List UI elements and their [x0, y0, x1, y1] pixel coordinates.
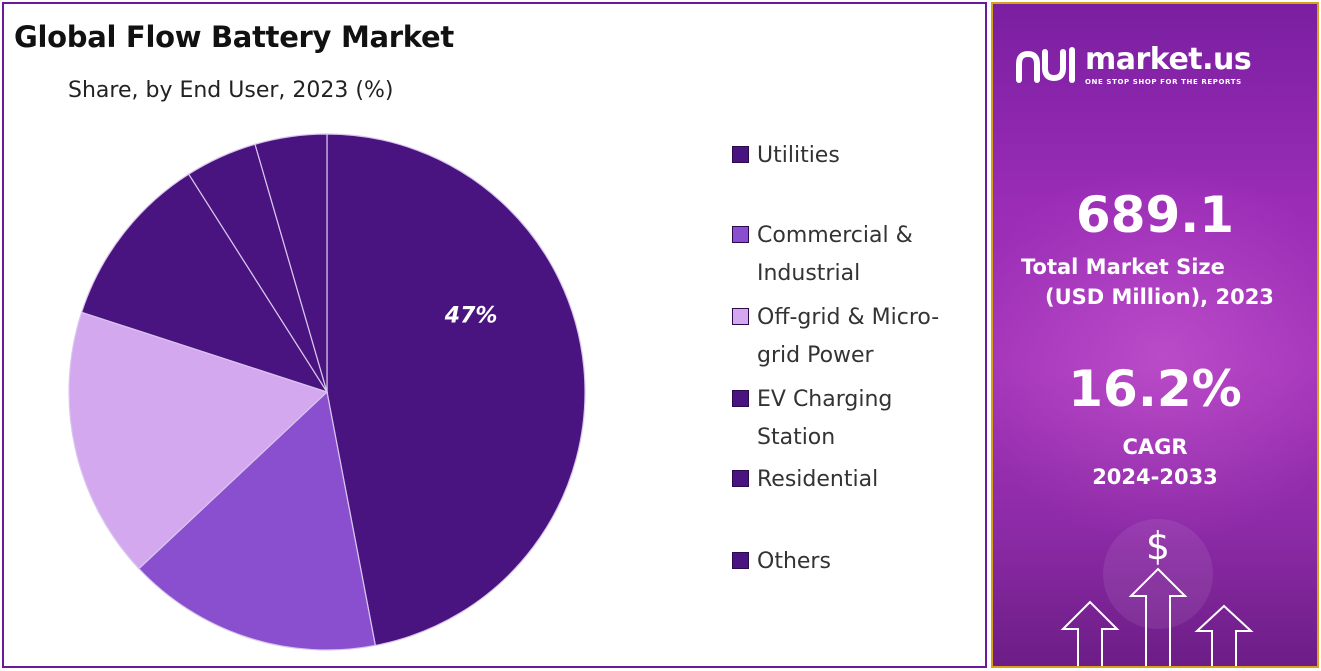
legend-label: Residential [757, 467, 879, 492]
legend-label: Commercial & Industrial [757, 223, 913, 286]
pie-svg: 47% [68, 133, 586, 651]
market-size-label-line1: Total Market Size [1021, 255, 1225, 279]
legend-swatch [732, 470, 749, 487]
legend-item: Utilities [732, 137, 982, 175]
legend-item: Off-grid & Micro-grid Power [732, 299, 982, 375]
cagr-label: CAGR [1122, 435, 1188, 459]
brand-tagline: ONE STOP SHOP FOR THE REPORTS [1085, 77, 1242, 86]
pie-slice-commercial-industrial [138, 390, 377, 651]
legend-item: Commercial & Industrial [732, 217, 982, 293]
chart-title: Global Flow Battery Market [14, 20, 454, 54]
legend-label: EV Charging Station [757, 387, 893, 450]
market-size-label-line2: (USD Million), 2023 [1045, 285, 1274, 309]
legend-swatch [732, 308, 749, 325]
pie-slice-others [254, 133, 328, 393]
pie-chart: 47% [44, 124, 604, 664]
chart-panel: Global Flow Battery Market Share, by End… [2, 2, 987, 668]
legend-label: Off-grid & Micro-grid Power [757, 305, 940, 368]
cagr-value: 16.2% [1068, 360, 1242, 418]
brand-name: market.us [1085, 41, 1252, 77]
chart-subtitle: Share, by End User, 2023 (%) [68, 78, 394, 103]
legend-item: Others [732, 543, 982, 581]
pie-slice-ev-charging-station [80, 173, 329, 394]
legend-swatch [732, 226, 749, 243]
growth-arrows-icon: $ [1060, 519, 1254, 666]
legend-label: Others [757, 549, 831, 574]
legend-item: EV Charging Station [732, 381, 982, 457]
legend-swatch [732, 552, 749, 569]
pie-slice-off-grid-micro-grid-power [68, 311, 329, 570]
legend-label: Utilities [757, 143, 840, 168]
pie-slice-utilities [326, 133, 586, 647]
legend-swatch [732, 146, 749, 163]
background-glow [993, 164, 1317, 544]
summary-panel: market.us ONE STOP SHOP FOR THE REPORTS … [991, 2, 1319, 668]
pie-data-label: 47% [444, 304, 498, 329]
legend-item: Residential [732, 461, 982, 499]
legend-swatch [732, 390, 749, 407]
dollar-sign: $ [1146, 524, 1170, 568]
market-size-value: 689.1 [1075, 186, 1235, 244]
cagr-period: 2024-2033 [1092, 465, 1218, 489]
market-us-logo-icon [1016, 47, 1075, 83]
brand-logo: market.us ONE STOP SHOP FOR THE REPORTS [1015, 41, 1252, 86]
